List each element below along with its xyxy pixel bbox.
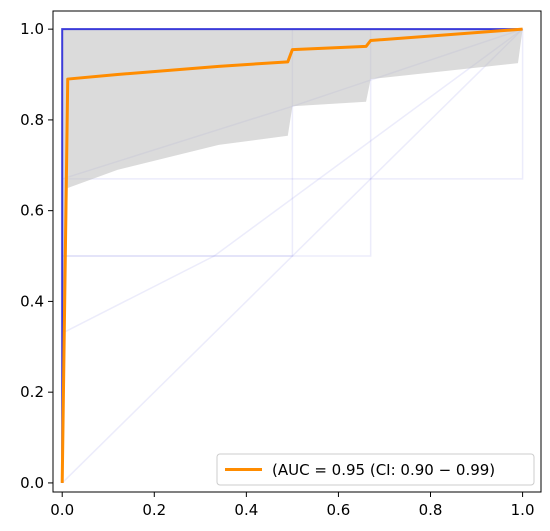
x-tick-label: 1.0 [511,501,535,519]
plot-area-frame [52,10,542,493]
legend: (AUC = 0.95 (CI: 0.90 − 0.99) [216,453,535,486]
y-tick-label: 0.4 [20,292,44,310]
series-line-mean-roc [60,27,523,483]
y-tick-label: 1.0 [20,20,44,38]
x-tick-label: 0.8 [419,501,443,519]
x-tick-label: 0.6 [327,501,351,519]
x-tick-label: 0.4 [234,501,258,519]
bootstrap-curve-6 [61,28,524,484]
x-axis: 0.0 0.2 0.4 0.6 0.8 1.0 [50,492,535,519]
x-tick-label: 0.0 [50,501,74,519]
confidence-band [62,29,523,483]
y-tick-label: 0.6 [20,202,44,220]
y-tick-label: 0.2 [20,383,44,401]
y-tick-label: 0.8 [20,111,44,129]
legend-label: (AUC = 0.95 (CI: 0.90 − 0.99) [272,461,495,479]
legend-box [216,453,535,486]
series-line-ideal [61,28,523,483]
y-axis: 0.0 0.2 0.4 0.6 0.8 1.0 [20,20,53,492]
x-tick-label: 0.2 [142,501,166,519]
y-tick-label: 0.0 [20,474,44,492]
